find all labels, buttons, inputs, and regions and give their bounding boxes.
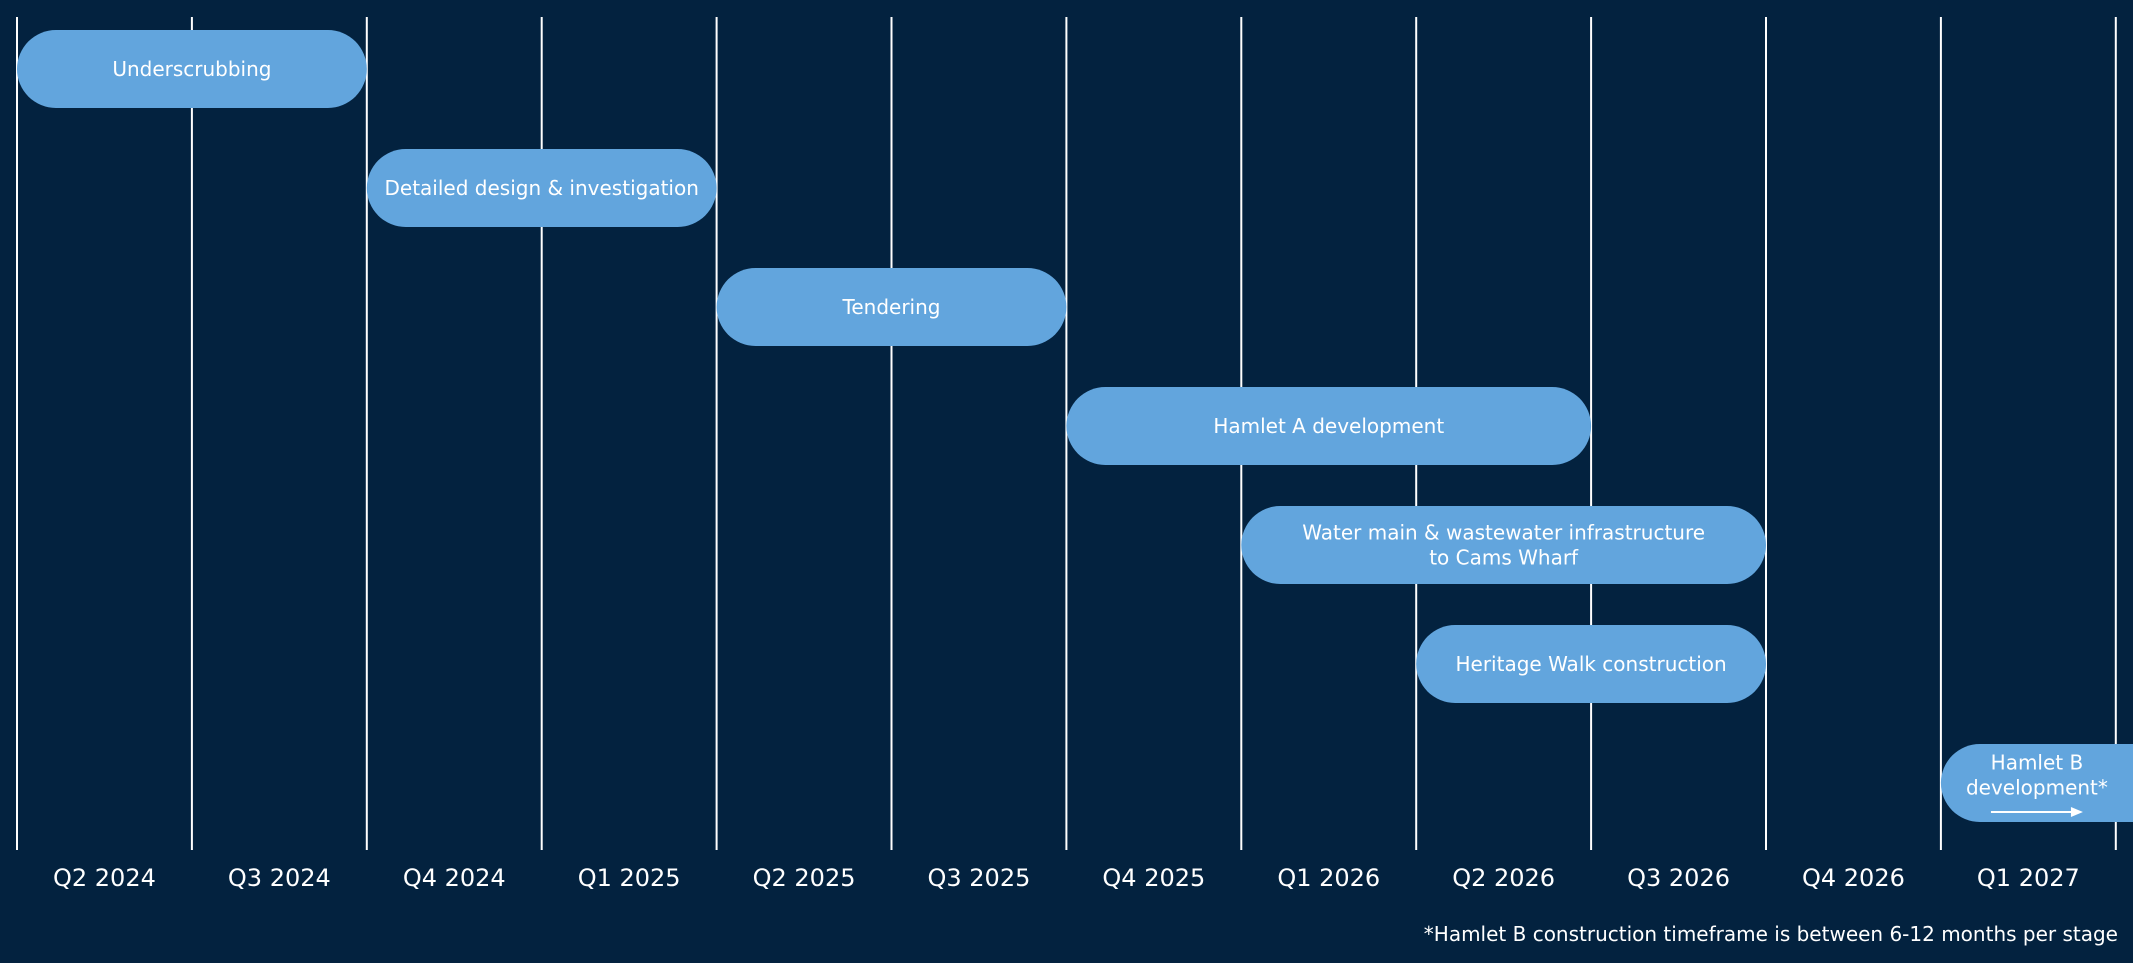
task-label: to Cams Wharf xyxy=(1429,546,1579,570)
task-label: Heritage Walk construction xyxy=(1455,652,1726,676)
task-label: development* xyxy=(1966,776,2108,800)
continuation-arrowhead xyxy=(2070,807,2083,817)
task-label: Underscrubbing xyxy=(112,57,271,81)
x-tick-label: Q1 2026 xyxy=(1277,864,1380,892)
x-tick-label: Q2 2026 xyxy=(1452,864,1555,892)
task-bars: Underscrubbing Detailed design & investig… xyxy=(17,30,2133,822)
task-label: Tendering xyxy=(842,295,941,319)
x-tick-label: Q1 2027 xyxy=(1977,864,2080,892)
x-tick-label: Q2 2025 xyxy=(753,864,856,892)
task-bar xyxy=(1241,506,1766,584)
x-tick-label: Q1 2025 xyxy=(578,864,681,892)
task-bar xyxy=(1416,625,1766,703)
x-tick-label: Q3 2026 xyxy=(1627,864,1730,892)
task-bar xyxy=(1940,744,2133,822)
x-tick-label: Q4 2025 xyxy=(1102,864,1205,892)
x-tick-label: Q2 2024 xyxy=(53,864,156,892)
x-axis-ticks: Q2 2024 Q3 2024 Q4 2024 Q1 2025 Q2 2025 Q3 20… xyxy=(53,864,2080,892)
task-bar xyxy=(17,30,367,108)
task-bar xyxy=(366,149,717,227)
task-label: Hamlet B xyxy=(1991,751,2084,775)
x-tick-label: Q3 2025 xyxy=(928,864,1031,892)
gridlines xyxy=(16,17,2117,850)
task-label: Water main & wastewater infrastructure xyxy=(1302,521,1705,545)
task-label: Detailed design & investigation xyxy=(385,176,699,200)
x-tick-label: Q3 2024 xyxy=(228,864,331,892)
task-bar xyxy=(716,268,1067,346)
x-tick-label: Q4 2026 xyxy=(1802,864,1905,892)
footnote: *Hamlet B construction timeframe is betw… xyxy=(1423,922,2118,946)
task-label: Hamlet A development xyxy=(1213,414,1444,438)
task-bar xyxy=(1066,387,1592,465)
x-tick-label: Q4 2024 xyxy=(403,864,506,892)
